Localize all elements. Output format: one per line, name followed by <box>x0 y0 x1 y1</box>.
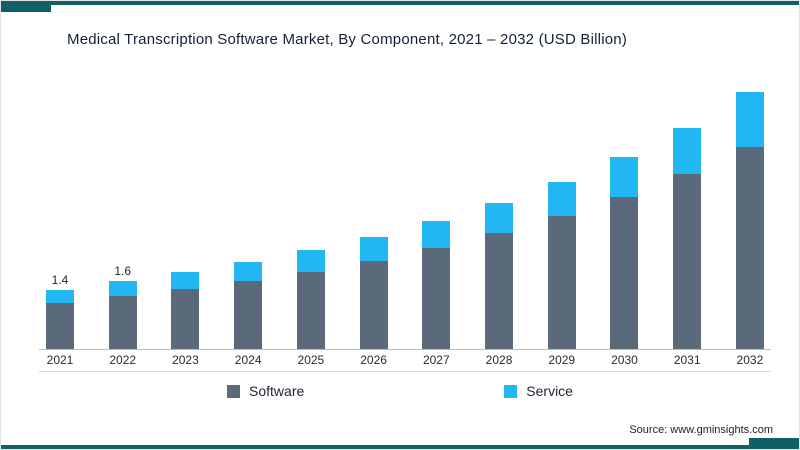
software-segment-2031 <box>673 173 702 349</box>
data-label-2021: 1.4 <box>51 272 69 287</box>
service-segment-2021 <box>46 289 74 304</box>
frame-top-left-block <box>1 1 51 12</box>
x-axis-label-2028: 2028 <box>485 353 513 367</box>
x-axis-label-2025: 2025 <box>297 353 325 367</box>
software-legend-label: Software <box>249 383 305 399</box>
service-segment-2029 <box>547 181 576 217</box>
bar-column-2031: 2031 <box>666 71 708 371</box>
frame-top-accent <box>1 1 799 5</box>
source-text: Source: www.gminsights.com <box>629 424 773 436</box>
software-segment-2022 <box>108 295 137 349</box>
software-segment-2027 <box>422 247 451 349</box>
plot-area: 1.4 2021 1.6 2022 2023 2024 2025 2026 2027 2028 20… <box>39 71 771 372</box>
software-segment-2021 <box>46 303 74 349</box>
x-axis-label-2026: 2026 <box>360 353 387 367</box>
software-segment-2025 <box>296 271 325 349</box>
software-segment-2023 <box>171 288 200 349</box>
x-axis-label-2022: 2022 <box>109 353 137 367</box>
software-legend-swatch <box>227 384 241 398</box>
service-segment-2032 <box>735 92 764 147</box>
bar-column-2025: 2025 <box>290 71 332 371</box>
service-segment-2022 <box>108 281 137 296</box>
x-axis-label-2031: 2031 <box>673 353 701 367</box>
legend-item-service: Service <box>504 383 573 399</box>
software-segment-2030 <box>610 196 639 349</box>
service-segment-2027 <box>422 221 451 248</box>
bar-column-2032: 2032 <box>729 71 771 371</box>
service-segment-2026 <box>359 236 388 261</box>
x-axis-lower-line <box>39 371 771 372</box>
bar-column-2022: 1.6 2022 <box>102 71 144 371</box>
frame-bottom-right-block <box>749 438 799 449</box>
service-legend-swatch <box>504 384 518 398</box>
x-axis-label-2032: 2032 <box>736 353 764 367</box>
x-axis-label-2030: 2030 <box>611 353 638 367</box>
bar-column-2026: 2026 <box>353 71 395 371</box>
bar-column-2027: 2027 <box>415 71 457 371</box>
bar-column-2028: 2028 <box>478 71 520 371</box>
legend: Software Service <box>1 383 799 399</box>
x-axis-label-2029: 2029 <box>548 353 576 367</box>
software-segment-2028 <box>485 233 514 349</box>
software-segment-2026 <box>359 260 388 349</box>
data-label-2022: 1.6 <box>114 264 132 278</box>
chart-title: Medical Transcription Software Market, B… <box>67 31 628 48</box>
x-axis-label-2024: 2024 <box>234 353 262 367</box>
service-segment-2025 <box>296 250 325 272</box>
x-axis-label-2023: 2023 <box>172 353 199 367</box>
frame-bottom-accent <box>1 445 799 449</box>
x-axis-label-2027: 2027 <box>422 353 450 367</box>
service-segment-2031 <box>673 128 702 174</box>
service-segment-2030 <box>610 156 639 197</box>
bar-column-2023: 2023 <box>164 71 206 371</box>
software-segment-2024 <box>234 281 263 349</box>
bar-column-2030: 2030 <box>603 71 645 371</box>
legend-item-software: Software <box>227 383 304 399</box>
service-segment-2024 <box>234 261 263 281</box>
bar-columns: 1.4 2021 1.6 2022 2023 2024 2025 2026 2027 2028 20… <box>39 71 771 371</box>
service-legend-label: Service <box>526 383 573 399</box>
x-axis-line <box>39 349 771 350</box>
bar-column-2029: 2029 <box>541 71 583 371</box>
x-axis-label-2021: 2021 <box>46 353 74 367</box>
service-segment-2028 <box>485 203 514 234</box>
service-segment-2023 <box>171 271 200 289</box>
software-segment-2029 <box>547 216 576 349</box>
bar-column-2021: 1.4 2021 <box>39 71 81 371</box>
software-segment-2032 <box>735 146 764 349</box>
bar-column-2024: 2024 <box>227 71 269 371</box>
